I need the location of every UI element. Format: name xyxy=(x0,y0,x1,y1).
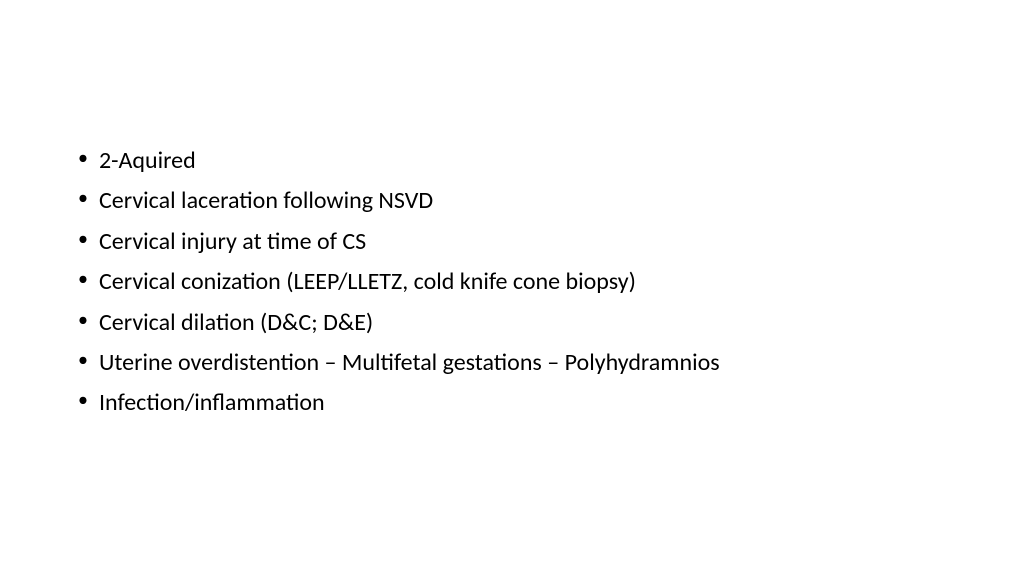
slide-content: 2-Aquired Cervical laceration following … xyxy=(0,0,1024,423)
list-item: Uterine overdistention – Multifetal gest… xyxy=(75,344,964,382)
bullet-list: 2-Aquired Cervical laceration following … xyxy=(75,142,964,423)
list-item: Cervical conization (LEEP/LLETZ, cold kn… xyxy=(75,263,964,301)
list-item: Cervical injury at time of CS xyxy=(75,223,964,261)
list-item: Cervical laceration following NSVD xyxy=(75,182,964,220)
list-item: Infection/inflammation xyxy=(75,384,964,422)
list-item: Cervical dilation (D&C; D&E) xyxy=(75,304,964,342)
list-item: 2-Aquired xyxy=(75,142,964,180)
